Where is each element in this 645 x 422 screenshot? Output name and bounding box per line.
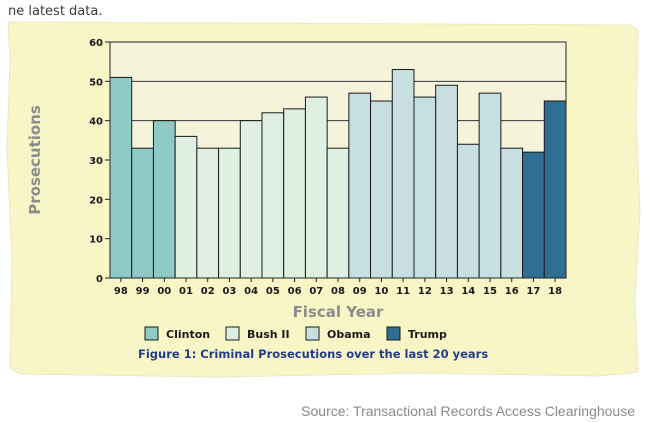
x-tick-label: 02	[201, 286, 215, 297]
chart-title: Figure 1: Criminal Prosecutions over the…	[138, 347, 488, 361]
x-tick-label: 98	[114, 286, 128, 297]
x-tick-label: 14	[461, 286, 475, 297]
bar-03	[218, 147, 241, 279]
x-tick-label: 01	[179, 286, 193, 297]
bar-11	[391, 69, 415, 279]
legend-swatch-obama	[305, 326, 320, 341]
bar-02	[196, 147, 220, 279]
legend-swatch-bush-ii	[225, 326, 240, 341]
x-tick-label: 04	[244, 286, 258, 297]
y-tick-label: 10	[89, 235, 103, 246]
x-tick-label: 13	[440, 286, 454, 297]
bar-10	[370, 100, 393, 279]
legend: Clinton Bush II Obama Trump	[144, 326, 447, 341]
bar-98	[109, 76, 133, 279]
bar-99	[131, 147, 154, 279]
x-tick-label: 10	[374, 286, 388, 297]
legend-swatch-clinton	[144, 326, 159, 341]
x-axis-label: Fiscal Year	[293, 303, 384, 321]
x-tick-label: 12	[418, 286, 432, 297]
x-tick-label: 06	[288, 286, 302, 297]
bar-08	[326, 147, 350, 279]
bar-05	[261, 112, 285, 279]
bars	[109, 41, 567, 279]
y-tick-label: 20	[89, 195, 103, 206]
x-tick-label: 05	[266, 286, 280, 297]
bar-16	[500, 147, 524, 279]
x-tick-label: 17	[526, 286, 540, 297]
bar-12	[413, 96, 437, 279]
y-tick-label: 60	[89, 38, 103, 49]
x-tick-label: 08	[331, 286, 345, 297]
x-tick-label: 99	[136, 286, 150, 297]
legend-swatch-trump	[386, 326, 401, 341]
bar-15	[478, 92, 502, 279]
legend-label: Clinton	[166, 328, 210, 341]
bar-01	[174, 135, 198, 279]
bar-09	[348, 92, 372, 279]
legend-label: Obama	[327, 328, 371, 341]
bar-00	[152, 120, 176, 279]
y-axis-label: Prosecutions	[26, 105, 44, 215]
y-tick-label: 30	[89, 156, 103, 167]
bar-13	[435, 84, 458, 279]
x-tick-label: 15	[483, 286, 497, 297]
y-axis-ticks: 0 10 20 30 40 50 60	[89, 38, 110, 285]
y-tick-label: 0	[96, 274, 103, 285]
bar-07	[304, 96, 328, 279]
x-tick-label: 09	[353, 286, 367, 297]
x-tick-label: 03	[222, 286, 236, 297]
bar-06	[283, 108, 306, 279]
x-axis-ticks: 98 99 00 01 02 03 04 05 06 07 08 09 10 11 12 13 14 15 16 17…	[114, 278, 562, 297]
header-text-fragment: ne latest data.	[8, 4, 103, 19]
bar-18	[543, 100, 567, 279]
bar-04	[239, 120, 263, 279]
y-tick-label: 40	[89, 117, 103, 128]
x-tick-label: 00	[157, 286, 171, 297]
x-tick-label: 16	[505, 286, 519, 297]
bar-17	[522, 151, 545, 279]
bar-14	[456, 143, 480, 279]
source-note: Source: Transactional Records Access Cle…	[301, 403, 635, 419]
y-tick-label: 50	[89, 77, 103, 88]
x-tick-label: 11	[396, 286, 410, 297]
x-tick-label: 18	[548, 286, 562, 297]
x-tick-label: 07	[309, 286, 323, 297]
legend-label: Trump	[408, 328, 447, 341]
legend-label: Bush II	[247, 328, 290, 341]
